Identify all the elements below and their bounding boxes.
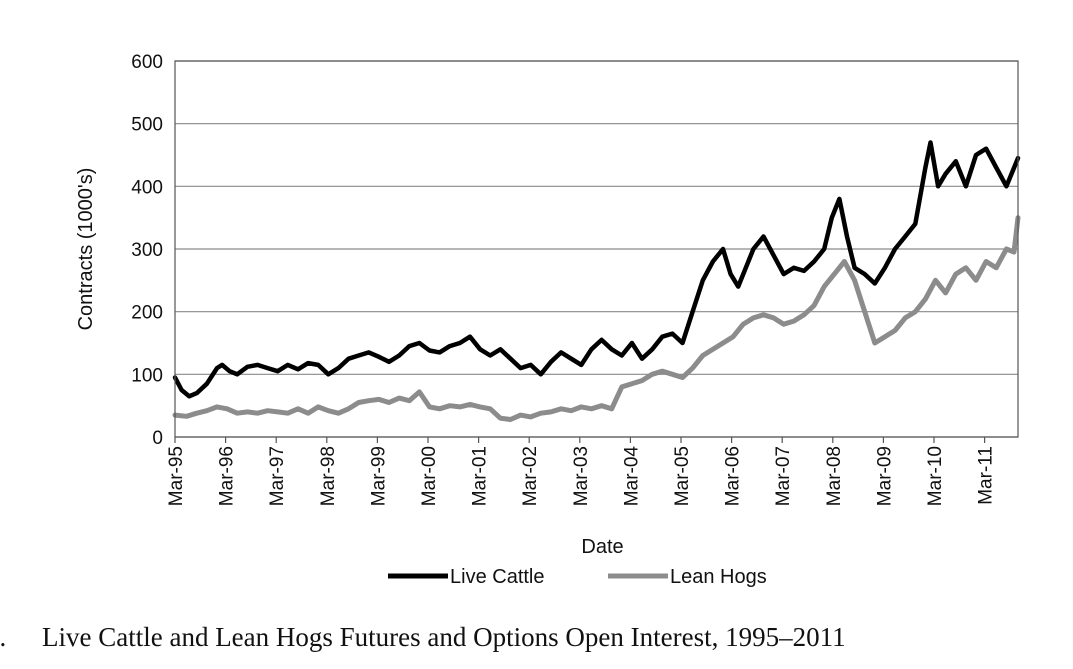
legend-label: Live Cattle [450,566,545,588]
x-axis-title: Date [581,536,623,558]
x-tick-label: Mar-00 [419,446,440,506]
y-tick-label: 0 [152,428,163,449]
x-tick-label: Mar-03 [571,446,592,506]
series-layer [172,140,1021,422]
x-tick-label: Mar-97 [267,446,288,506]
x-tick-label: Mar-11 [976,446,997,505]
x-tick-label: Mar-06 [723,446,744,506]
x-tick-label: Mar-10 [925,446,946,506]
x-tick-label: Mar-95 [166,446,187,506]
x-tick-label: Mar-05 [672,446,693,506]
y-tick-label: 600 [131,52,163,73]
x-tick-label: Mar-09 [874,446,895,506]
x-tick-label: Mar-01 [470,446,491,506]
y-tick-label: 300 [131,240,163,261]
figure-caption-text: Live Cattle and Lean Hogs Futures and Op… [42,622,846,652]
x-tick-label: Mar-02 [520,446,541,506]
y-tick-label: 400 [131,177,163,198]
plot-frame [174,60,1019,438]
y-tick-label: 500 [131,115,163,136]
x-tick-label: Mar-07 [773,446,794,506]
y-axis-title: Contracts (1000's) [75,168,97,331]
gridlines [175,60,1018,438]
x-axis-ticks: Mar-95 Mar-96 Mar-97 Mar-98 Mar-99 Mar-00 Mar-… [166,437,997,506]
x-tick-label: Mar-98 [318,446,339,506]
figure-number: 3. [0,622,7,652]
x-tick-label: Mar-99 [368,446,389,506]
x-tick-label: Mar-08 [824,446,845,506]
legend-label: Lean Hogs [670,566,767,588]
y-tick-label: 200 [131,303,163,324]
series-line-live-cattle [172,140,1021,399]
y-axis-ticks: 0 100 200 300 400 500 600 [131,52,163,449]
x-tick-label: Mar-04 [621,446,642,507]
y-tick-label: 100 [131,365,163,386]
legend: Live Cattle Lean Hogs [388,566,767,588]
series-line-lean-hogs [172,215,1021,422]
x-tick-label: Mar-96 [217,446,238,506]
